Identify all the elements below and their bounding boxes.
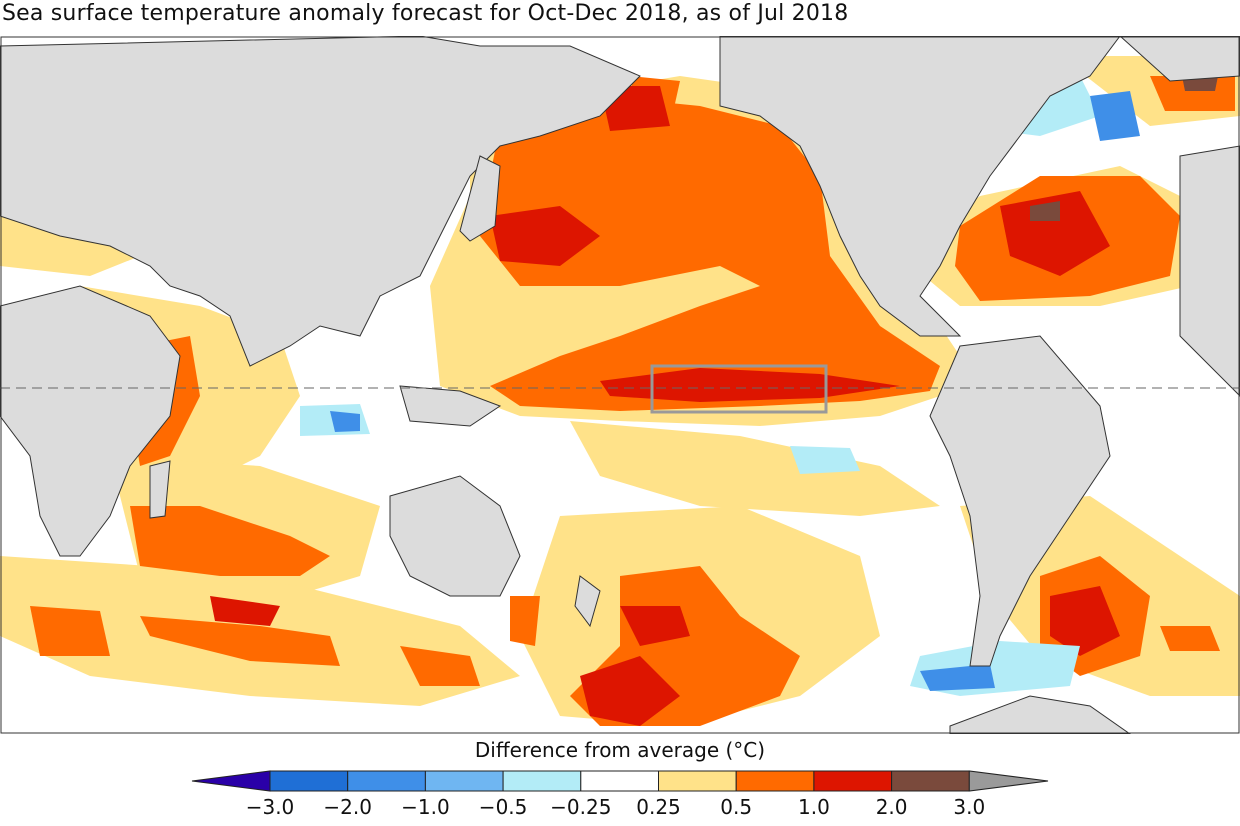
colorbar-segment <box>269 770 349 792</box>
colorbar-segment <box>658 770 737 792</box>
colorbar-tick-label: −0.25 <box>550 795 612 819</box>
colorbar-segment <box>891 770 970 792</box>
colorbar-segment <box>347 770 426 792</box>
colorbar-tick-label: 0.5 <box>720 795 753 819</box>
colorbar-extend-high <box>968 770 1049 792</box>
north-america-landmass <box>719 36 1121 337</box>
colorbar-tick-label: 2.0 <box>875 795 908 819</box>
colorbar-label: Difference from average (°C) <box>474 738 766 762</box>
colorbar-tick-label: −3.0 <box>245 795 295 819</box>
colorbar-tick-label: 1.0 <box>797 795 830 819</box>
colorbar-tick-label: −0.5 <box>478 795 528 819</box>
colorbar-segment <box>502 770 582 792</box>
nino34-region-box <box>650 364 828 414</box>
australia-landmass <box>389 475 521 597</box>
indonesia-landmass <box>399 385 502 427</box>
japan-landmass <box>459 155 501 242</box>
land <box>0 36 1240 734</box>
colorbar-tick-label: −2.0 <box>323 795 372 819</box>
chart-title: Sea surface temperature anomaly forecast… <box>2 1 849 26</box>
colorbar-segment <box>735 770 815 792</box>
colorbar-tick-label: 3.0 <box>953 795 986 819</box>
colorbar-extend-low <box>191 770 271 792</box>
colorbar-tick-label: −1.0 <box>401 795 450 819</box>
colorbar-tick-label: 0.25 <box>636 795 681 819</box>
greenland-landmass <box>1119 36 1240 82</box>
eurasia-landmass <box>0 36 641 367</box>
colorbar-segment <box>424 770 504 792</box>
colorbar-segment <box>813 770 893 792</box>
colorbar-segment <box>580 770 659 792</box>
south-america-landmass <box>929 335 1111 667</box>
anomaly-warm-strong <box>210 86 1120 726</box>
east-asia-coast-landmass <box>1179 145 1240 397</box>
africa-landmass <box>0 285 181 557</box>
anomaly-map <box>0 36 1240 734</box>
map-border <box>0 36 1240 734</box>
madagascar-landmass <box>149 460 171 519</box>
new-zealand-landmass <box>574 575 601 628</box>
